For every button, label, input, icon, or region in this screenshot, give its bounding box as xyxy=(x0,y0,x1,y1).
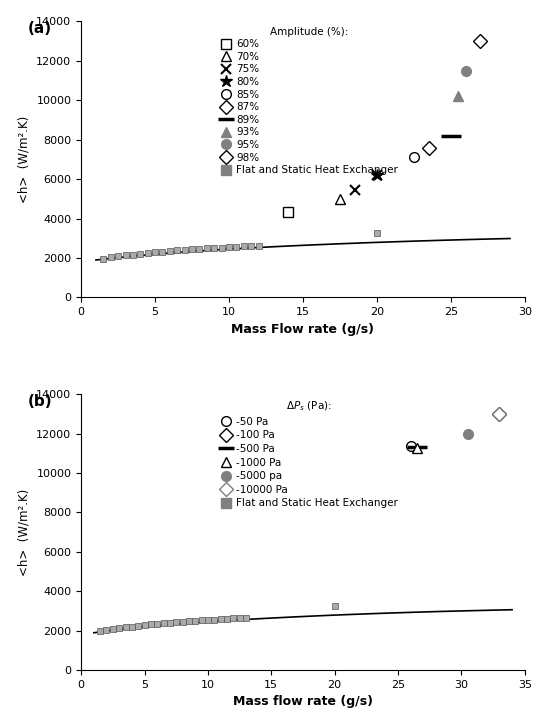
Legend: -50 Pa, -100 Pa, -500 Pa, -1000 Pa, -5000 pa, -10000 Pa, Flat and Static Heat Ex: -50 Pa, -100 Pa, -500 Pa, -1000 Pa, -500… xyxy=(220,399,398,508)
X-axis label: Mass flow rate (g/s): Mass flow rate (g/s) xyxy=(233,695,373,709)
Text: (b): (b) xyxy=(28,394,52,409)
X-axis label: Mass Flow rate (g/s): Mass Flow rate (g/s) xyxy=(232,323,374,336)
Y-axis label: <h>  (W/m².K): <h> (W/m².K) xyxy=(18,488,31,576)
Y-axis label: <h>  (W/m².K): <h> (W/m².K) xyxy=(18,116,31,203)
Legend: 60%, 70%, 75%, 80%, 85%, 87%, 89%, 93%, 95%, 98%, Flat and Static Heat Exchanger: 60%, 70%, 75%, 80%, 85%, 87%, 89%, 93%, … xyxy=(220,26,398,175)
Text: (a): (a) xyxy=(28,21,52,36)
